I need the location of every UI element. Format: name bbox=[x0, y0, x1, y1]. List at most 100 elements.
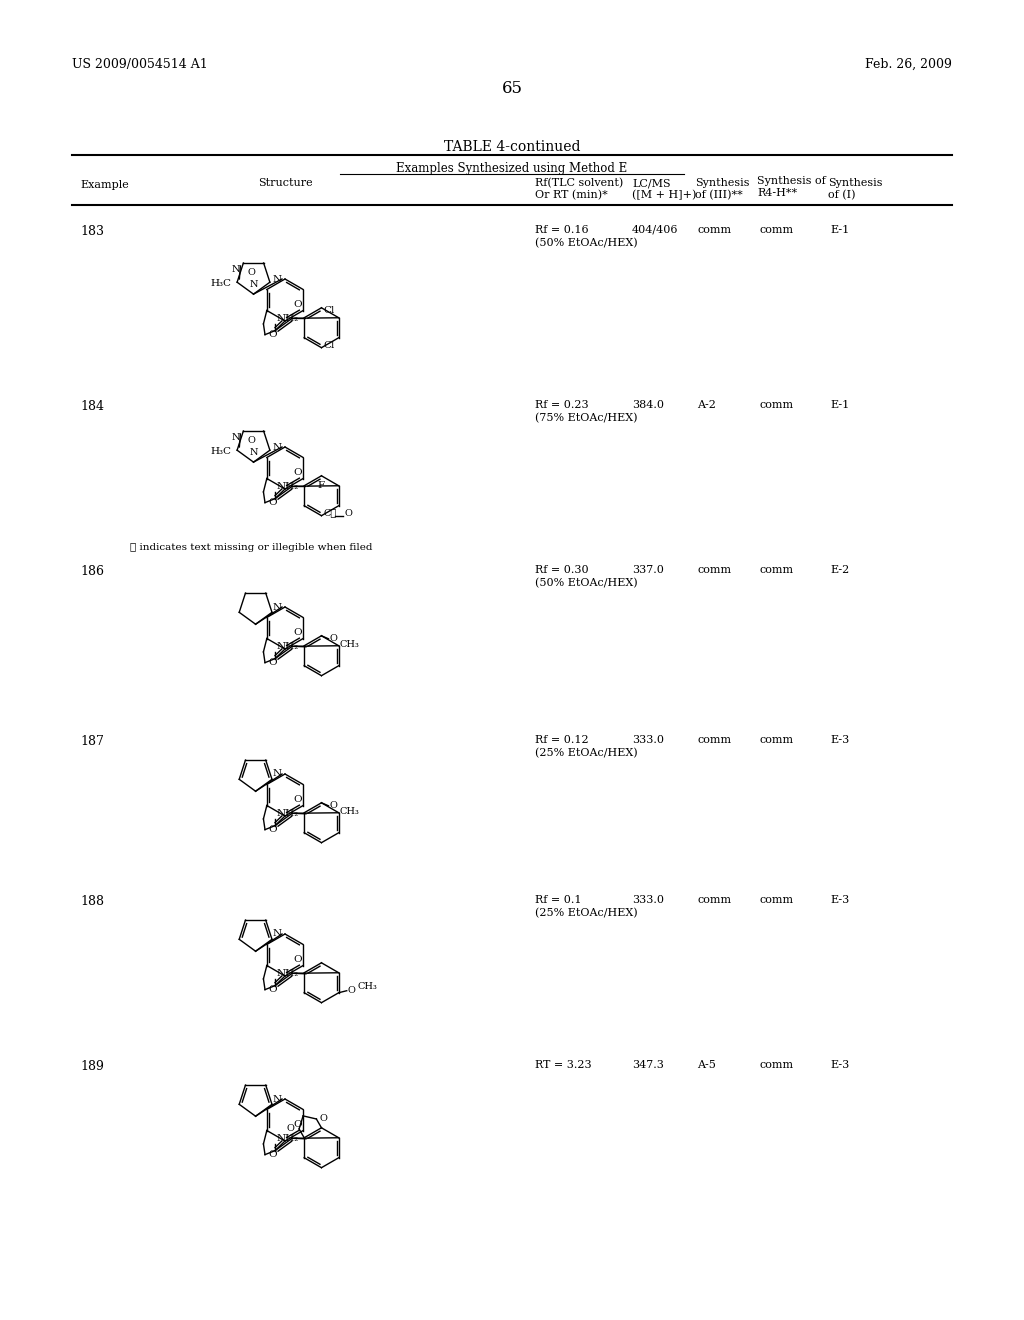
Text: R4-H**: R4-H** bbox=[757, 187, 797, 198]
Text: US 2009/0054514 A1: US 2009/0054514 A1 bbox=[72, 58, 208, 71]
Text: O: O bbox=[344, 510, 352, 519]
Text: RT = 3.23: RT = 3.23 bbox=[535, 1060, 592, 1071]
Text: N: N bbox=[272, 1094, 282, 1104]
Text: O: O bbox=[293, 1121, 302, 1130]
Text: E-1: E-1 bbox=[830, 400, 849, 411]
Text: Or RT (min)*: Or RT (min)* bbox=[535, 190, 608, 201]
Text: ⓘ indicates text missing or illegible when filed: ⓘ indicates text missing or illegible wh… bbox=[130, 543, 373, 552]
Text: CH₃: CH₃ bbox=[357, 982, 378, 991]
Text: comm: comm bbox=[759, 1060, 794, 1071]
Text: E-2: E-2 bbox=[830, 565, 849, 576]
Text: O: O bbox=[268, 1150, 276, 1159]
Text: 189: 189 bbox=[80, 1060, 103, 1073]
Text: TABLE 4-continued: TABLE 4-continued bbox=[443, 140, 581, 154]
Text: 186: 186 bbox=[80, 565, 104, 578]
Text: Synthesis: Synthesis bbox=[828, 178, 883, 187]
Text: E-1: E-1 bbox=[830, 224, 849, 235]
Text: Synthesis: Synthesis bbox=[695, 178, 750, 187]
Text: N: N bbox=[272, 770, 282, 779]
Text: Synthesis of: Synthesis of bbox=[757, 176, 825, 186]
Text: Rf = 0.1: Rf = 0.1 bbox=[535, 895, 582, 906]
Text: 347.3: 347.3 bbox=[632, 1060, 664, 1071]
Text: O: O bbox=[330, 801, 337, 810]
Text: O: O bbox=[330, 635, 337, 643]
Text: O: O bbox=[319, 1114, 328, 1123]
Text: O: O bbox=[293, 628, 302, 638]
Text: A-2: A-2 bbox=[697, 400, 716, 411]
Text: O: O bbox=[293, 469, 302, 478]
Text: E-3: E-3 bbox=[830, 735, 849, 744]
Text: 333.0: 333.0 bbox=[632, 895, 664, 906]
Text: Cl: Cl bbox=[324, 306, 335, 315]
Text: N: N bbox=[249, 280, 258, 289]
Text: N: N bbox=[272, 442, 282, 451]
Text: 65: 65 bbox=[502, 81, 522, 96]
Text: O: O bbox=[348, 986, 355, 995]
Text: Rf = 0.12: Rf = 0.12 bbox=[535, 735, 589, 744]
Text: N: N bbox=[272, 275, 282, 284]
Text: Rf(TLC solvent): Rf(TLC solvent) bbox=[535, 178, 624, 189]
Text: comm: comm bbox=[697, 565, 731, 576]
Text: O: O bbox=[268, 659, 276, 667]
Text: N: N bbox=[231, 433, 241, 442]
Text: F: F bbox=[317, 480, 325, 490]
Text: O: O bbox=[248, 268, 256, 277]
Text: CH₃: CH₃ bbox=[340, 640, 359, 649]
Text: (50% EtOAc/HEX): (50% EtOAc/HEX) bbox=[535, 578, 638, 589]
Text: N: N bbox=[272, 929, 282, 939]
Text: comm: comm bbox=[759, 565, 794, 576]
Text: 187: 187 bbox=[80, 735, 103, 748]
Text: (25% EtOAc/HEX): (25% EtOAc/HEX) bbox=[535, 908, 638, 919]
Text: comm: comm bbox=[759, 895, 794, 906]
Text: O: O bbox=[268, 498, 276, 507]
Text: comm: comm bbox=[759, 400, 794, 411]
Text: Feb. 26, 2009: Feb. 26, 2009 bbox=[865, 58, 952, 71]
Text: H₃C: H₃C bbox=[210, 447, 231, 455]
Text: 333.0: 333.0 bbox=[632, 735, 664, 744]
Text: (25% EtOAc/HEX): (25% EtOAc/HEX) bbox=[535, 748, 638, 758]
Text: Cl: Cl bbox=[324, 341, 335, 350]
Text: O: O bbox=[293, 795, 302, 804]
Text: (75% EtOAc/HEX): (75% EtOAc/HEX) bbox=[535, 413, 638, 424]
Text: 183: 183 bbox=[80, 224, 104, 238]
Text: E-3: E-3 bbox=[830, 895, 849, 906]
Text: O: O bbox=[293, 300, 302, 309]
Text: O: O bbox=[248, 436, 256, 445]
Text: O: O bbox=[293, 956, 302, 965]
Text: Rf = 0.30: Rf = 0.30 bbox=[535, 565, 589, 576]
Text: (50% EtOAc/HEX): (50% EtOAc/HEX) bbox=[535, 238, 638, 248]
Text: O: O bbox=[286, 1125, 294, 1134]
Text: O: O bbox=[268, 825, 276, 834]
Text: A-5: A-5 bbox=[697, 1060, 716, 1071]
Text: NH₂: NH₂ bbox=[276, 1134, 298, 1143]
Text: comm: comm bbox=[759, 735, 794, 744]
Text: LC/MS: LC/MS bbox=[632, 178, 671, 187]
Text: E-3: E-3 bbox=[830, 1060, 849, 1071]
Text: NH₂: NH₂ bbox=[276, 969, 298, 978]
Text: 404/406: 404/406 bbox=[632, 224, 679, 235]
Text: CH₃: CH₃ bbox=[340, 808, 359, 816]
Text: comm: comm bbox=[697, 735, 731, 744]
Text: comm: comm bbox=[759, 224, 794, 235]
Text: ([M + H]+): ([M + H]+) bbox=[632, 190, 696, 201]
Text: NH₂: NH₂ bbox=[276, 482, 298, 491]
Text: 188: 188 bbox=[80, 895, 104, 908]
Text: Rf = 0.23: Rf = 0.23 bbox=[535, 400, 589, 411]
Text: 337.0: 337.0 bbox=[632, 565, 664, 576]
Text: of (I): of (I) bbox=[828, 190, 855, 201]
Text: 184: 184 bbox=[80, 400, 104, 413]
Text: O: O bbox=[268, 330, 276, 339]
Text: N: N bbox=[231, 265, 241, 275]
Text: comm: comm bbox=[697, 224, 731, 235]
Text: H₃C: H₃C bbox=[210, 279, 231, 288]
Text: 384.0: 384.0 bbox=[632, 400, 664, 411]
Text: CⓄ: CⓄ bbox=[324, 508, 337, 517]
Text: Example: Example bbox=[80, 180, 129, 190]
Text: NH₂: NH₂ bbox=[276, 314, 298, 322]
Text: comm: comm bbox=[697, 895, 731, 906]
Text: NH₂: NH₂ bbox=[276, 809, 298, 817]
Text: Rf = 0.16: Rf = 0.16 bbox=[535, 224, 589, 235]
Text: Structure: Structure bbox=[258, 178, 312, 187]
Text: N: N bbox=[249, 447, 258, 457]
Text: of (III)**: of (III)** bbox=[695, 190, 742, 201]
